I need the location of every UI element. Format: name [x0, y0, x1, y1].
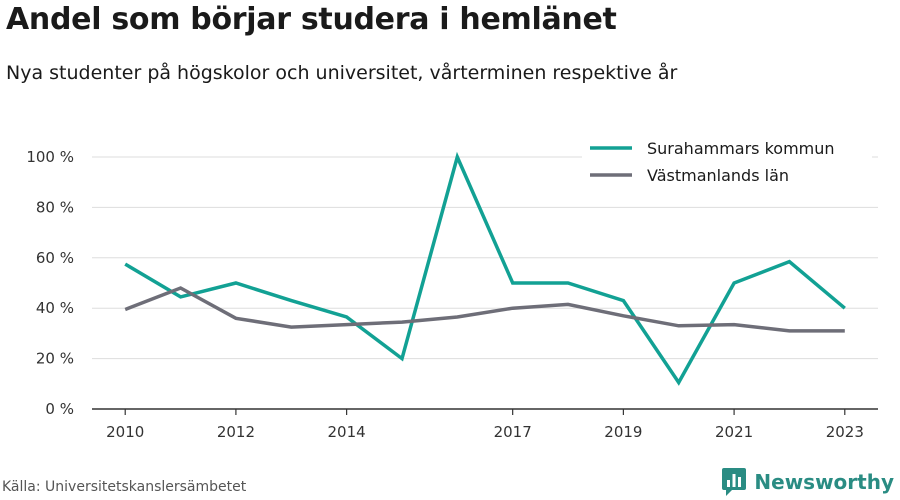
series-lines	[124, 151, 846, 386]
brand-name: Newsworthy	[754, 470, 894, 494]
y-tick-label: 60 %	[36, 249, 74, 267]
brand-logo: Newsworthy	[722, 468, 894, 496]
legend-label: Surahammars kommun	[647, 139, 835, 158]
x-tick-label: 2019	[604, 423, 642, 441]
chart-subtitle: Nya studenter på högskolor och universit…	[6, 62, 678, 84]
y-tick-label: 100 %	[26, 148, 74, 166]
legend-label: Västmanlands län	[647, 166, 789, 185]
x-tick-label: 2014	[328, 423, 366, 441]
x-tick-label: 2017	[494, 423, 532, 441]
x-tick-label: 2021	[715, 423, 753, 441]
x-tick-label: 2010	[106, 423, 144, 441]
series-line-västmanlands-län	[124, 286, 845, 333]
y-tick-label: 40 %	[36, 299, 74, 317]
x-tick-label: 2023	[826, 423, 864, 441]
axes: 0 % 20 % 40 % 60 % 80 % 100 % 2010 2012 2014 2017…	[26, 148, 878, 441]
x-tick-label: 2012	[217, 423, 255, 441]
legend-background	[582, 134, 872, 192]
y-tick-label: 0 %	[45, 400, 74, 418]
source-note: Källa: Universitetskanslersämbetet	[2, 479, 247, 495]
legend: Surahammars kommun Västmanlands län	[582, 134, 872, 192]
grid-lines	[92, 156, 878, 360]
y-tick-label: 20 %	[36, 350, 74, 368]
newsworthy-logo-icon	[722, 468, 747, 496]
series-line-surahammars-kommun	[124, 151, 846, 386]
y-tick-label: 80 %	[36, 198, 74, 216]
chart-title: Andel som börjar studera i hemlänet	[6, 2, 617, 37]
